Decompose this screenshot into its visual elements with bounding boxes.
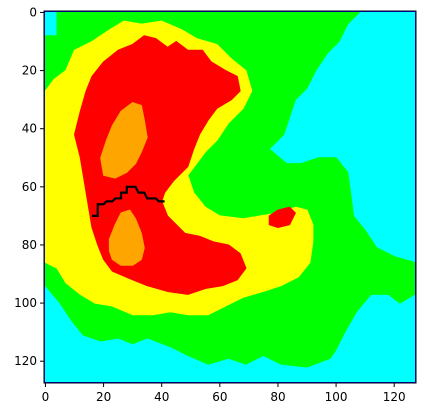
- y-tick-label-6: 120: [14, 354, 37, 368]
- y-axis: 0 20 40 60 80 100 120: [14, 5, 44, 368]
- x-tick-label-3: 60: [212, 390, 227, 404]
- path-layer: [91, 185, 165, 217]
- x-tick-label-1: 20: [96, 390, 111, 404]
- heatmap-region-level-5-1: [108, 209, 145, 266]
- heatmap-region-level-4-1: [268, 206, 296, 229]
- y-tick-label-5: 100: [14, 296, 37, 310]
- plot-frame: [43, 10, 417, 384]
- y-tick-label-3: 60: [22, 180, 37, 194]
- plot-area: [44, 11, 416, 383]
- x-tick-label-4: 80: [270, 390, 285, 404]
- y-tick-label-1: 20: [22, 64, 37, 78]
- y-tick-label-0: 0: [29, 5, 37, 19]
- x-tick-label-0: 0: [42, 390, 50, 404]
- heatmap-region-level-5-0: [100, 102, 148, 179]
- heatmap-region-level-1-1: [44, 11, 58, 37]
- x-tick-label-2: 40: [154, 390, 169, 404]
- x-tick-label-5: 100: [325, 390, 348, 404]
- y-tick-label-4: 80: [22, 238, 37, 252]
- path-line: [91, 185, 165, 217]
- y-tick-label-2: 40: [22, 122, 37, 136]
- x-axis: 0 20 40 60 80 100 120: [42, 383, 406, 404]
- x-tick-label-6: 120: [383, 390, 406, 404]
